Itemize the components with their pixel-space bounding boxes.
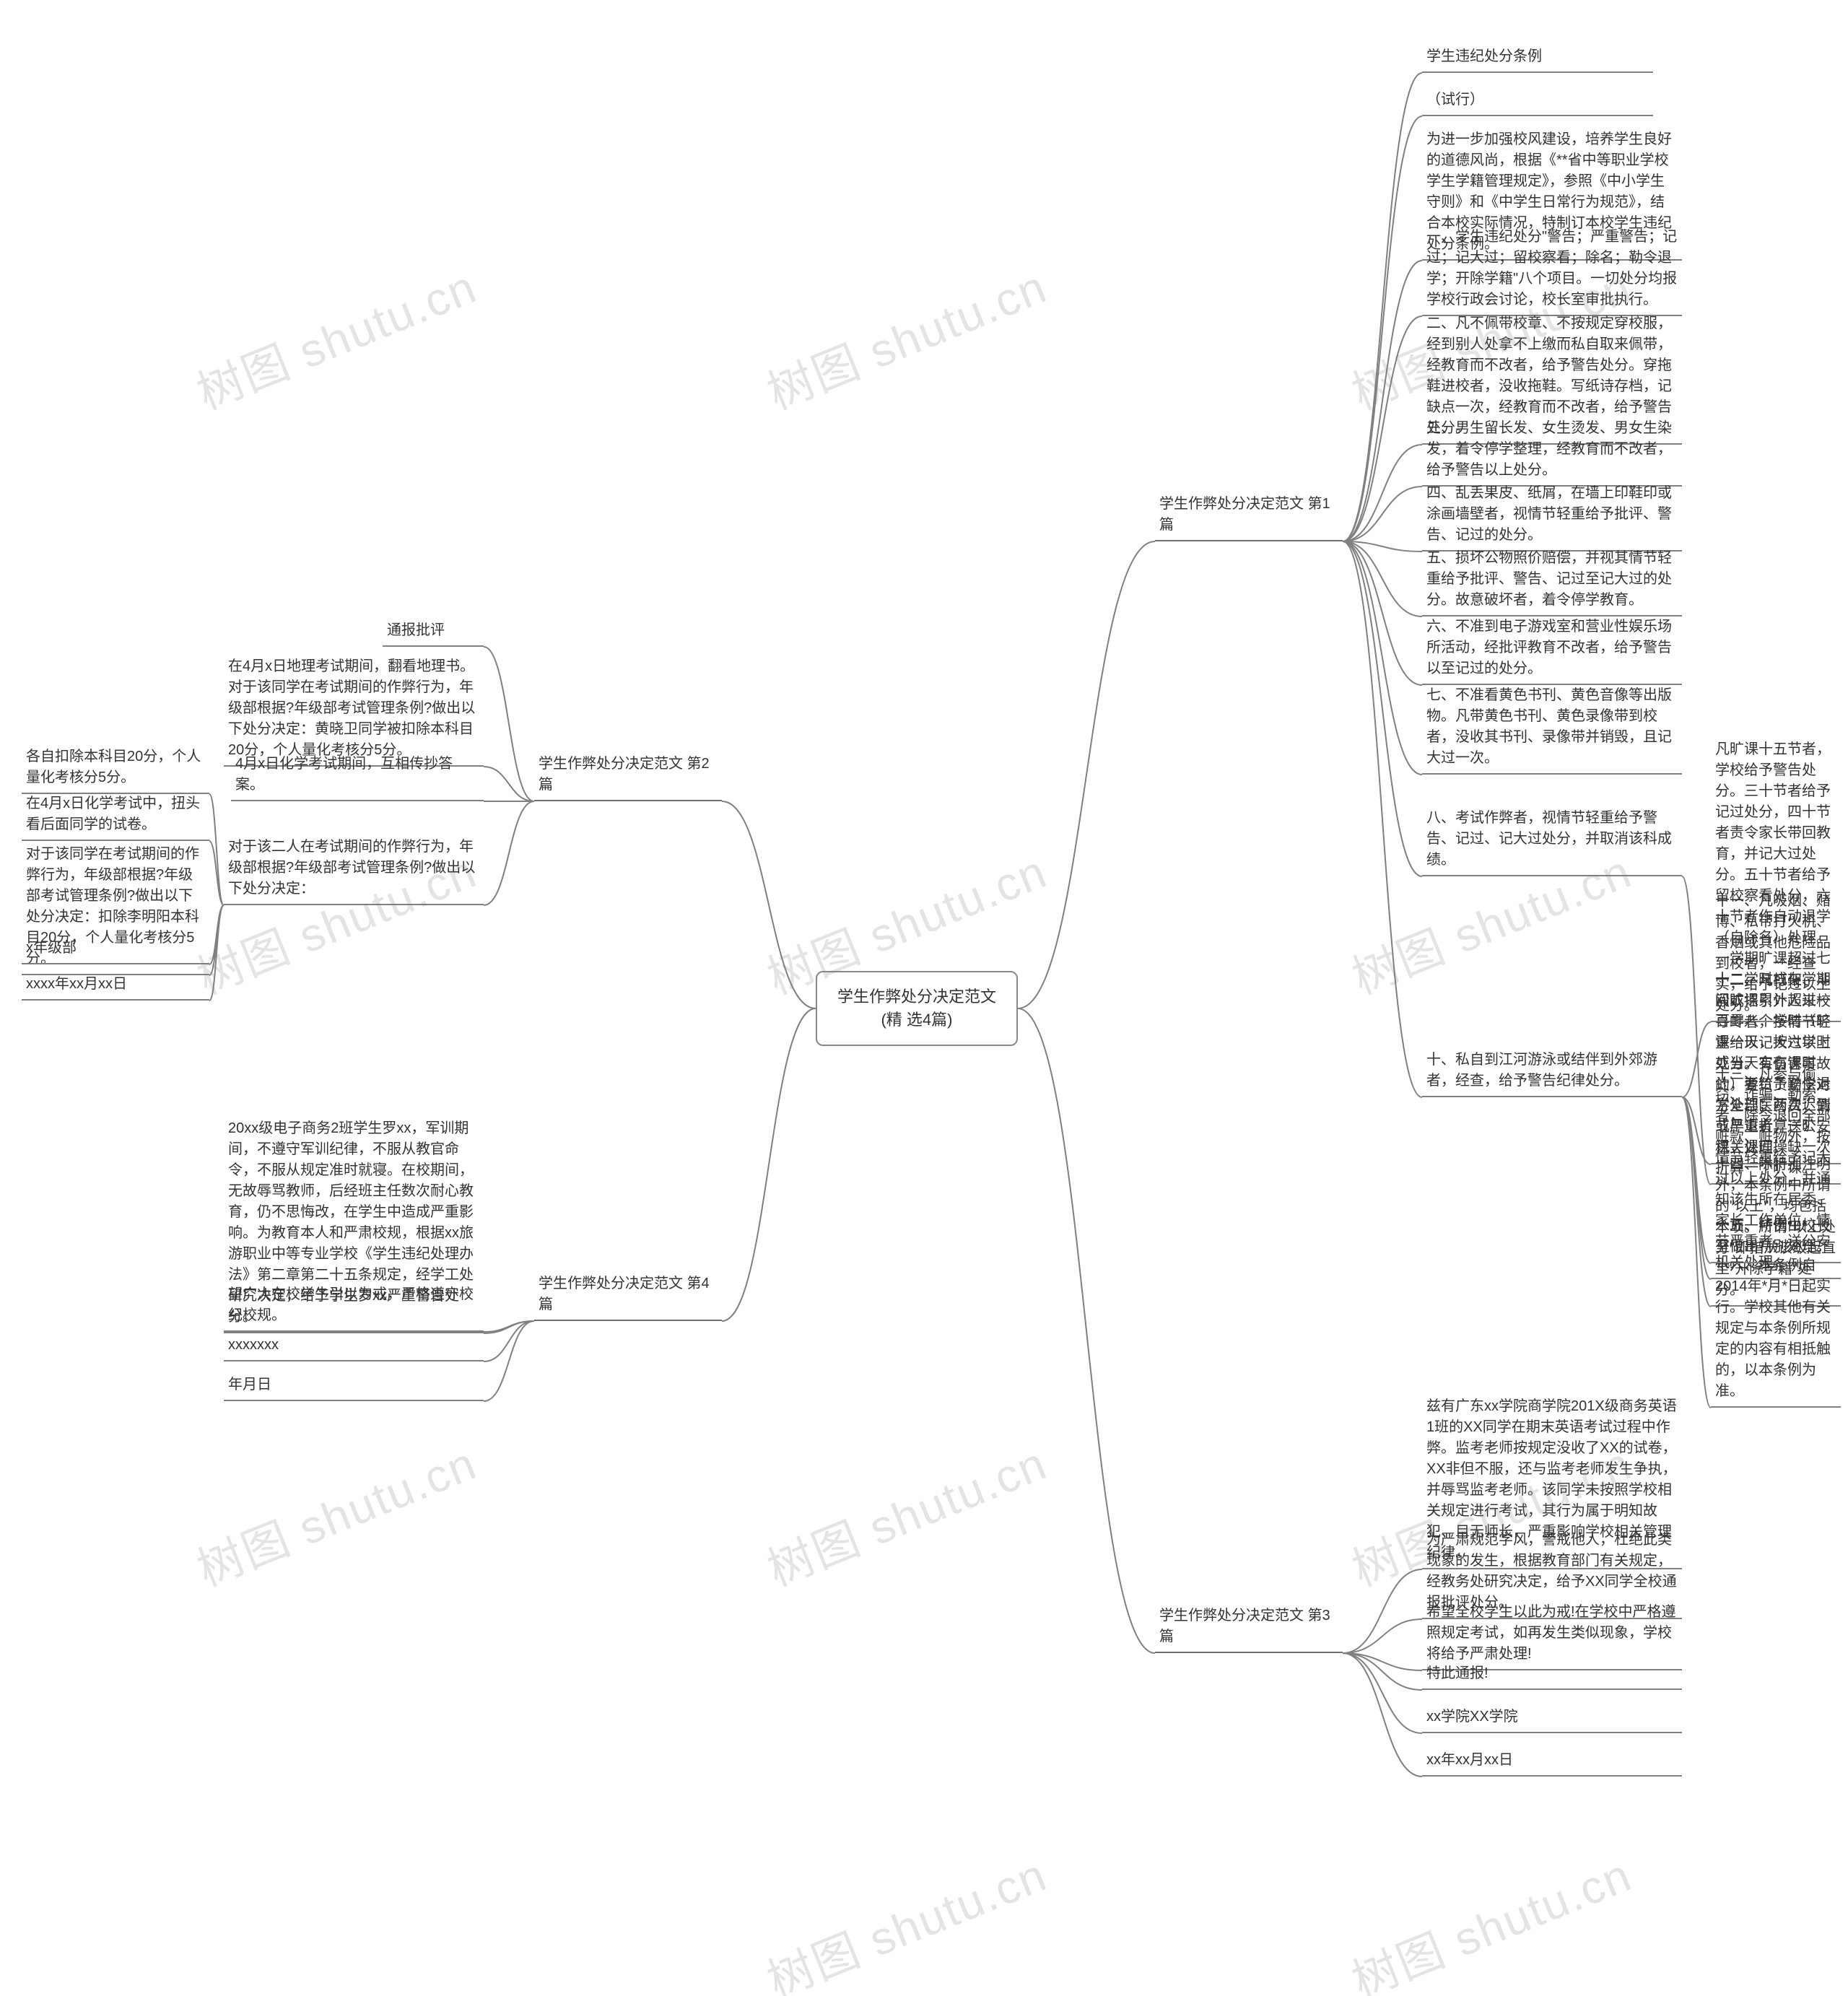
watermark: 树图 shutu.cn bbox=[757, 1427, 1055, 1600]
edge bbox=[484, 647, 534, 801]
edge bbox=[1343, 1653, 1422, 1670]
edge bbox=[1343, 541, 1422, 616]
leaf-node: 八、考试作弊者，视情节轻重给予警告、记过、记大过处分，并取消该科成绩。 bbox=[1422, 805, 1682, 876]
edge bbox=[1343, 541, 1422, 775]
leaf-node: xxxx年xx月xx日 bbox=[22, 971, 209, 1001]
center-node: 学生作弊处分决定范文(精 选4篇) bbox=[816, 971, 1018, 1046]
edge bbox=[1682, 1097, 1711, 1408]
leaf-node: 一、学生违纪处分"警告；严重警告；记过；记大过；留校察看；除名；勒令退学；开除学… bbox=[1422, 224, 1682, 316]
watermark: 树图 shutu.cn bbox=[1341, 1839, 1640, 1996]
edge bbox=[1682, 1097, 1711, 1164]
edge bbox=[1343, 1653, 1422, 1733]
leaf-node: 年月日 bbox=[224, 1372, 484, 1401]
edge bbox=[1682, 876, 1711, 1185]
leaf-node: 十、私自到江河游泳或结伴到外郊游者，经查，给予警告纪律处分。 bbox=[1422, 1047, 1682, 1097]
leaf-node: 七、不准看黄色书刊、黄色音像等出版物。凡带黄色书刊、黄色录像带到校者，没收其书刊… bbox=[1422, 682, 1682, 775]
edge bbox=[1682, 1097, 1711, 1263]
edge bbox=[1343, 541, 1422, 685]
edge bbox=[1343, 541, 1422, 1097]
watermark: 树图 shutu.cn bbox=[186, 250, 485, 423]
edge bbox=[484, 1321, 534, 1332]
leaf-node: 四、乱丢果皮、纸屑，在墙上印鞋印或涂画墙壁者，视情节轻重给予批评、警告、记过的处… bbox=[1422, 480, 1682, 552]
edge bbox=[1343, 541, 1422, 876]
edge bbox=[1018, 541, 1155, 1008]
edge bbox=[1343, 1569, 1422, 1653]
leaf-node: 特此通报! bbox=[1422, 1660, 1682, 1690]
edge bbox=[484, 1321, 534, 1361]
watermark: 树图 shutu.cn bbox=[757, 250, 1055, 423]
edge bbox=[209, 841, 224, 905]
edge bbox=[1343, 316, 1422, 541]
branch-node: 学生作弊处分决定范文 第2篇 bbox=[534, 751, 722, 801]
edge bbox=[484, 801, 534, 905]
watermark: 树图 shutu.cn bbox=[757, 1839, 1055, 1996]
watermark: 树图 shutu.cn bbox=[186, 1427, 485, 1600]
leaf-node: 五、损坏公物照价赔偿，并视其情节轻重给予批评、警告、记过至记大过的处分。故意破坏… bbox=[1422, 545, 1682, 616]
leaf-node: 三、男生留长发、女生烫发、男女生染发，着令停学整理，经教育而不改者，给予警告以上… bbox=[1422, 415, 1682, 487]
leaf-node: 十六、本条例自2014年*月*日起实行。学校其他有关规定与本条例所规定的内容有相… bbox=[1711, 1252, 1841, 1408]
edge bbox=[1343, 116, 1422, 541]
branch-node: 学生作弊处分决定范文 第1篇 bbox=[1155, 491, 1343, 541]
leaf-node: （试行） bbox=[1422, 87, 1653, 116]
edge bbox=[1343, 1653, 1422, 1690]
branch-node: 学生作弊处分决定范文 第4篇 bbox=[534, 1271, 722, 1321]
leaf-node: xx年xx月xx日 bbox=[1422, 1747, 1682, 1777]
edge bbox=[1343, 1653, 1422, 1777]
leaf-node: 在4月x日地理考试期间，翻看地理书。对于该同学在考试期间的作弊行为，年级部根据?… bbox=[224, 653, 484, 767]
leaf-node: 在4月x日化学考试中，扭头看后面同学的试卷。 bbox=[22, 790, 209, 841]
edge bbox=[209, 905, 224, 1001]
edge bbox=[1682, 1097, 1711, 1279]
edge bbox=[1343, 261, 1422, 541]
leaf-node: 学生违纪处分条例 bbox=[1422, 43, 1653, 73]
edge bbox=[484, 1321, 534, 1333]
edge bbox=[1682, 1097, 1711, 1307]
edge bbox=[1343, 1619, 1422, 1653]
edge bbox=[1343, 73, 1422, 541]
leaf-node: 通报批评 bbox=[383, 617, 484, 647]
edge bbox=[1018, 1008, 1155, 1653]
leaf-node: xxxxxxx bbox=[224, 1332, 484, 1361]
edge bbox=[722, 801, 816, 1008]
edge bbox=[209, 905, 224, 964]
leaf-node: 对于该二人在考试期间的作弊行为，年级部根据?年级部考试管理条例?做出以下处分决定… bbox=[224, 834, 484, 905]
leaf-node: 各自扣除本科目20分，个人量化考核分5分。 bbox=[22, 744, 209, 794]
edge bbox=[1343, 487, 1422, 541]
edge bbox=[484, 1321, 534, 1401]
edge bbox=[484, 767, 534, 801]
leaf-node: x年级部 bbox=[22, 935, 209, 964]
edge bbox=[209, 794, 224, 905]
leaf-node: xx学院XX学院 bbox=[1422, 1704, 1682, 1733]
leaf-node: 六、不准到电子游戏室和营业性娱乐场所活动，经批评教育不改者，给予警告以至记过的处… bbox=[1422, 614, 1682, 685]
edge bbox=[1343, 445, 1422, 541]
edge bbox=[722, 1008, 816, 1321]
leaf-node: 4月x日化学考试期间，互相传抄答案。 bbox=[231, 751, 484, 801]
edge bbox=[209, 905, 224, 975]
leaf-node: 望广大在校学生引以为戒，严格遵守校纪校规。 bbox=[224, 1281, 484, 1332]
branch-node: 学生作弊处分决定范文 第3篇 bbox=[1155, 1603, 1343, 1653]
edge bbox=[1682, 1022, 1711, 1097]
edge bbox=[1343, 541, 1422, 552]
